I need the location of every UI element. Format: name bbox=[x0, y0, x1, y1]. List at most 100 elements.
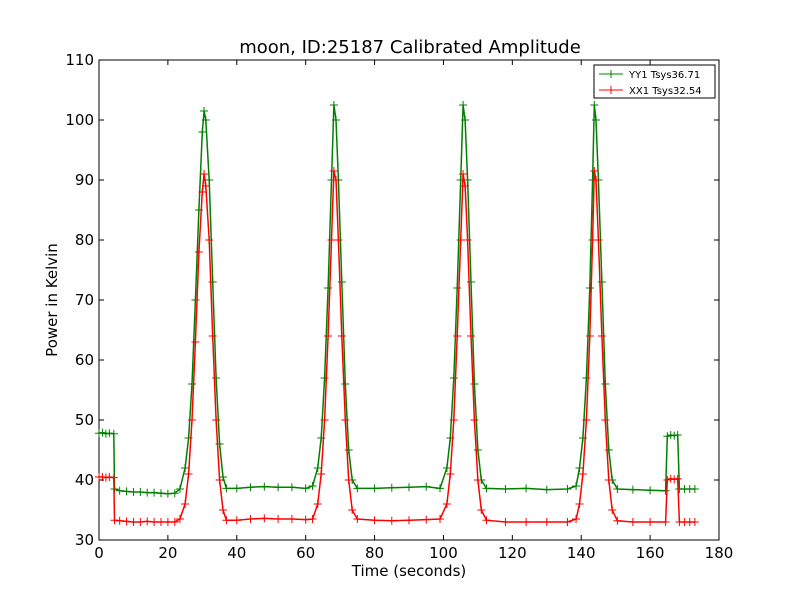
y-tick-label: 30 bbox=[75, 531, 94, 549]
data-point bbox=[461, 182, 470, 190]
data-point bbox=[604, 446, 613, 454]
data-point bbox=[585, 284, 594, 292]
data-point bbox=[666, 431, 675, 439]
data-point bbox=[122, 487, 131, 496]
data-point bbox=[246, 483, 255, 492]
y-tick-label: 70 bbox=[75, 291, 94, 309]
data-point bbox=[341, 416, 350, 424]
x-tick-label: 20 bbox=[158, 544, 177, 562]
data-point bbox=[461, 116, 470, 124]
data-point bbox=[308, 482, 317, 490]
data-point bbox=[324, 332, 333, 340]
data-point bbox=[194, 248, 203, 256]
data-point bbox=[613, 516, 622, 525]
data-point bbox=[436, 515, 444, 523]
data-point bbox=[109, 473, 118, 482]
series-layer bbox=[95, 101, 699, 526]
data-point bbox=[110, 516, 119, 525]
data-point bbox=[181, 500, 190, 508]
data-point bbox=[473, 446, 482, 454]
data-point bbox=[690, 518, 699, 526]
data-point bbox=[453, 284, 462, 292]
data-point bbox=[353, 484, 362, 493]
data-point bbox=[260, 514, 269, 523]
data-point bbox=[200, 107, 209, 115]
data-point bbox=[101, 429, 110, 438]
y-tick-label: 80 bbox=[75, 231, 94, 249]
data-point bbox=[592, 176, 601, 184]
data-point bbox=[470, 380, 479, 388]
data-point bbox=[601, 380, 610, 388]
data-point bbox=[387, 516, 396, 525]
data-point bbox=[344, 446, 353, 454]
y-tick-label: 100 bbox=[65, 111, 94, 129]
x-tick-label: 80 bbox=[365, 544, 384, 562]
data-point bbox=[301, 484, 310, 493]
data-point bbox=[422, 515, 431, 524]
data-point bbox=[175, 515, 184, 523]
data-point bbox=[143, 517, 152, 526]
data-point bbox=[661, 518, 670, 526]
data-point bbox=[200, 170, 209, 178]
data-point bbox=[405, 516, 413, 525]
data-point bbox=[370, 484, 379, 493]
data-point bbox=[157, 489, 165, 498]
data-point bbox=[501, 518, 510, 526]
data-point bbox=[442, 464, 451, 472]
ticks-layer: 0 20 40 60 80 100 120 140 160 180 30 40 50 60 70 80 90 10… bbox=[65, 51, 733, 562]
data-point bbox=[578, 470, 587, 478]
data-point bbox=[208, 332, 217, 340]
data-point bbox=[232, 484, 241, 493]
data-point bbox=[109, 429, 118, 438]
legend-marker bbox=[607, 70, 615, 78]
data-point bbox=[341, 380, 350, 388]
data-point bbox=[690, 485, 699, 493]
x-tick-label: 140 bbox=[567, 544, 596, 562]
data-point bbox=[453, 332, 462, 340]
data-point bbox=[163, 489, 172, 498]
data-point bbox=[594, 236, 603, 244]
data-point bbox=[590, 101, 599, 109]
data-point bbox=[608, 506, 617, 514]
data-point bbox=[329, 167, 338, 175]
data-point bbox=[422, 482, 431, 491]
data-point bbox=[337, 332, 346, 340]
series-2 bbox=[95, 167, 699, 526]
data-point bbox=[344, 476, 353, 484]
data-point bbox=[670, 431, 679, 440]
data-point bbox=[348, 506, 357, 514]
data-point bbox=[436, 484, 444, 493]
data-point bbox=[477, 506, 486, 514]
data-point bbox=[482, 516, 491, 525]
data-point bbox=[463, 176, 472, 184]
data-point bbox=[198, 128, 207, 136]
data-point bbox=[157, 518, 165, 526]
data-point bbox=[604, 476, 613, 484]
data-point bbox=[663, 432, 672, 441]
data-point bbox=[191, 338, 200, 346]
data-point bbox=[163, 518, 172, 526]
data-point bbox=[212, 416, 221, 424]
data-point bbox=[575, 464, 584, 472]
data-point bbox=[590, 167, 599, 175]
data-point bbox=[274, 483, 283, 492]
data-point bbox=[205, 236, 214, 244]
data-point bbox=[105, 473, 114, 481]
data-point bbox=[449, 374, 458, 382]
data-point bbox=[115, 486, 124, 495]
data-point bbox=[331, 176, 340, 184]
data-point bbox=[572, 482, 581, 490]
data-point bbox=[105, 429, 114, 438]
y-tick-label: 50 bbox=[75, 411, 94, 429]
data-point bbox=[334, 236, 343, 244]
data-point bbox=[582, 374, 591, 382]
x-tick-label: 60 bbox=[296, 544, 315, 562]
x-tick-label: 160 bbox=[636, 544, 665, 562]
data-point bbox=[329, 101, 338, 109]
data-point bbox=[191, 296, 200, 304]
data-point bbox=[673, 431, 682, 439]
data-point bbox=[232, 516, 241, 525]
data-point bbox=[597, 332, 606, 340]
data-point bbox=[184, 470, 193, 478]
